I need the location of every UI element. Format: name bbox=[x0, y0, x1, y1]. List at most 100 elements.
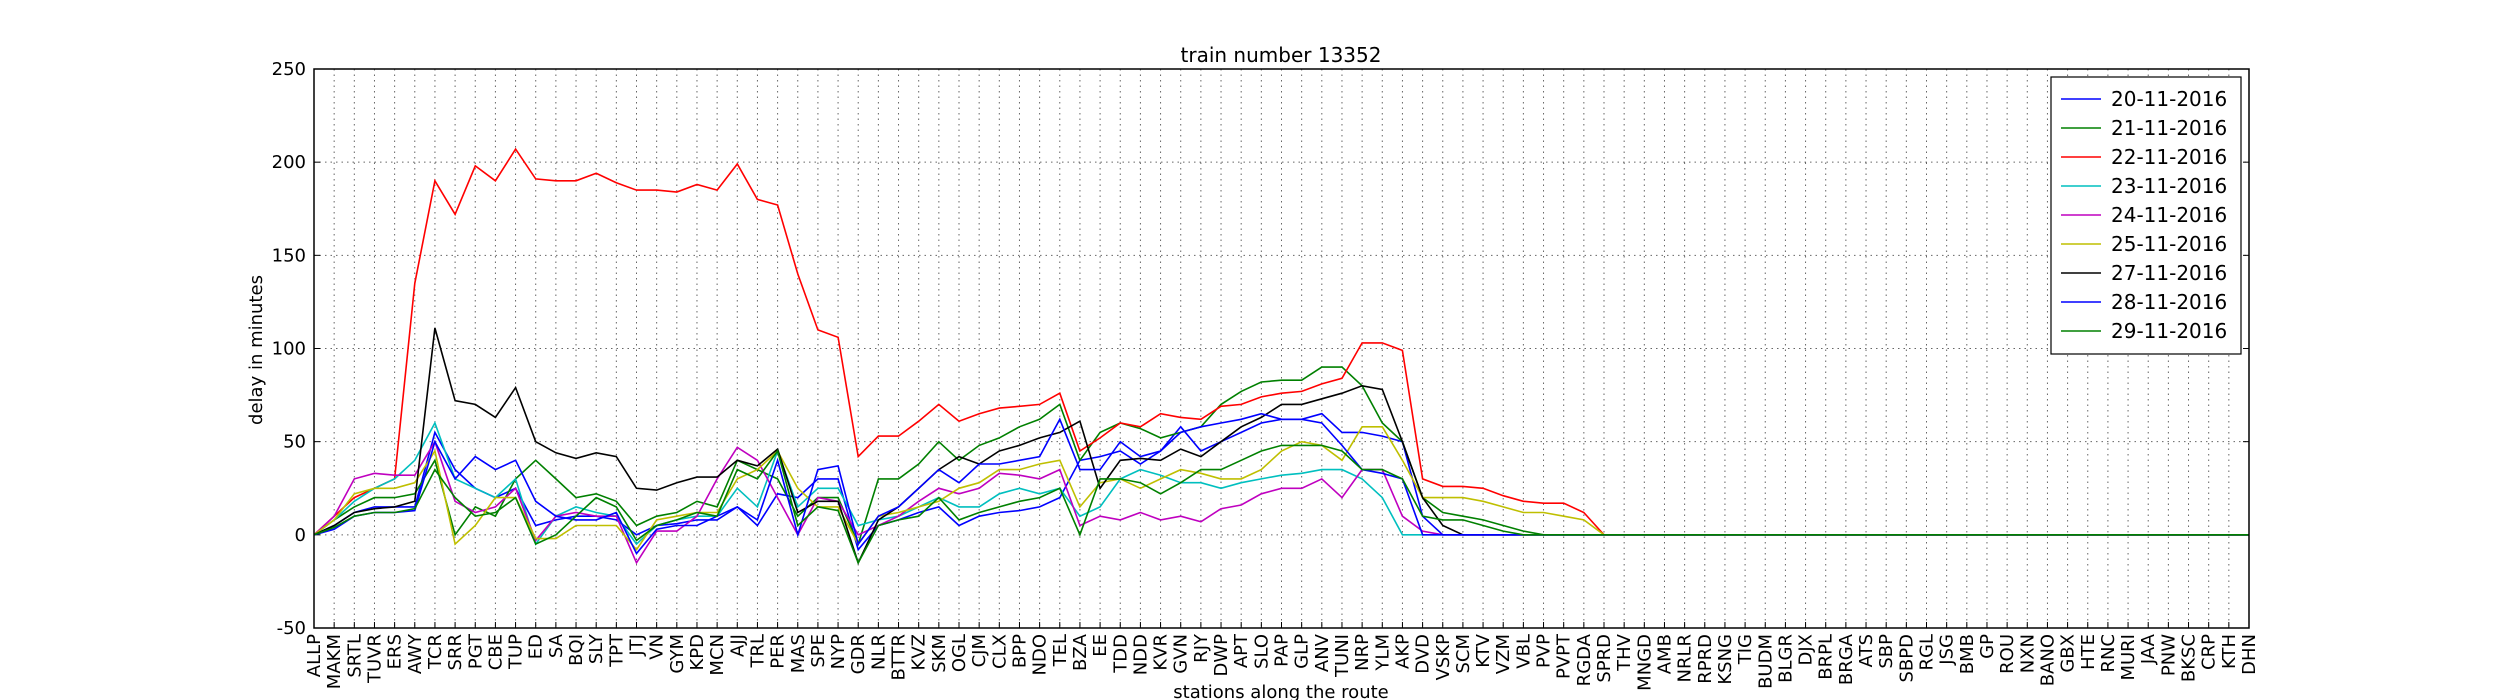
x-tick-label: BMB bbox=[1957, 634, 1978, 674]
x-tick-label: KSNG bbox=[1715, 634, 1736, 685]
y-tick-label: 150 bbox=[272, 245, 306, 266]
x-tick-label: SLY bbox=[586, 633, 607, 664]
x-tick-label: AMB bbox=[1654, 634, 1675, 674]
legend: 20-11-2016 21-11-2016 22-11-2016 23-11-2016… bbox=[2050, 76, 2242, 355]
x-tick-label: SCM bbox=[1453, 634, 1474, 674]
x-tick-label: TRL bbox=[747, 634, 768, 669]
x-tick-label: TIG bbox=[1735, 634, 1756, 665]
y-tick-label: 50 bbox=[283, 432, 306, 453]
x-tick-label: VZM bbox=[1493, 634, 1514, 674]
x-tick-label: BRGA bbox=[1836, 633, 1857, 685]
x-tick-label: BPP bbox=[1009, 634, 1030, 668]
x-tick-label: PNW bbox=[2158, 634, 2179, 676]
x-tick-label: PGT bbox=[465, 633, 486, 669]
x-tick-label: ATS bbox=[1856, 634, 1877, 667]
x-tick-label: GDR bbox=[848, 634, 869, 674]
x-tick-label: SRR bbox=[445, 634, 466, 670]
x-tick-label: BUDM bbox=[1755, 634, 1776, 689]
x-tick-label: BRPL bbox=[1816, 634, 1837, 680]
legend-label: 20-11-2016 bbox=[2111, 87, 2227, 111]
x-tick-label: NDD bbox=[1130, 634, 1151, 675]
x-tick-label: BLGR bbox=[1775, 634, 1796, 683]
x-tick-label: KPD bbox=[687, 634, 708, 671]
x-tick-label: GYM bbox=[667, 634, 688, 674]
legend-label: 23-11-2016 bbox=[2111, 174, 2227, 198]
y-tick-label: 200 bbox=[272, 152, 306, 173]
x-tick-label: TPT bbox=[606, 633, 627, 668]
x-tick-label: DHN bbox=[2239, 634, 2260, 675]
x-tick-label: BTTR bbox=[889, 634, 910, 681]
x-tick-label: KTV bbox=[1473, 633, 1494, 667]
x-tick-label: NXN bbox=[2017, 634, 2038, 673]
x-tick-label: ALLP bbox=[304, 634, 325, 677]
x-tick-label: BQI bbox=[566, 634, 587, 666]
x-tick-label: SLO bbox=[1251, 634, 1272, 669]
x-tick-label: EE bbox=[1090, 634, 1111, 657]
x-tick-label: RGDA bbox=[1574, 633, 1595, 686]
x-tick-label: KVZ bbox=[909, 634, 930, 670]
x-tick-label: TUNI bbox=[1332, 634, 1353, 678]
x-tick-label: MAKM bbox=[324, 634, 345, 689]
x-tick-label: DJX bbox=[1796, 634, 1817, 666]
x-tick-label: GBX bbox=[2058, 634, 2079, 673]
x-tick-label: AWY bbox=[405, 633, 426, 674]
x-tick-label: TDD bbox=[1110, 634, 1131, 674]
x-tick-label: HTE bbox=[2078, 634, 2099, 670]
y-axis-label: delay in minutes bbox=[246, 275, 267, 425]
x-tick-label: SPE bbox=[808, 634, 829, 668]
x-tick-label: TCR bbox=[425, 634, 446, 670]
x-tick-label: MURI bbox=[2118, 634, 2139, 681]
x-tick-label: RGL bbox=[1917, 634, 1938, 670]
x-tick-label: BANO bbox=[2037, 634, 2058, 686]
x-tick-label: ANV bbox=[1312, 633, 1333, 672]
x-tick-label: MAS bbox=[788, 634, 809, 673]
x-axis-label: stations along the route bbox=[1173, 682, 1388, 700]
x-tick-label: BZA bbox=[1070, 633, 1091, 671]
x-tick-label: SKM bbox=[929, 634, 950, 673]
x-tick-label: AKP bbox=[1392, 634, 1413, 669]
x-tick-label: OGL bbox=[949, 634, 970, 672]
x-tick-label: YLM bbox=[1372, 634, 1393, 672]
series-line bbox=[313, 412, 2249, 555]
x-tick-label: DVD bbox=[1413, 634, 1434, 674]
x-tick-label: SPRD bbox=[1594, 634, 1615, 683]
x-tick-label: NDO bbox=[1030, 634, 1051, 676]
x-tick-label: PVP bbox=[1534, 634, 1555, 668]
x-tick-label: APT bbox=[1231, 633, 1252, 668]
legend-label: 24-11-2016 bbox=[2111, 203, 2227, 227]
x-tick-label: GP bbox=[1977, 634, 1998, 659]
legend-label: 21-11-2016 bbox=[2111, 116, 2227, 140]
x-tick-label: CBE bbox=[485, 634, 506, 670]
y-tick-label: 100 bbox=[272, 339, 306, 360]
x-tick-label: BKSC bbox=[2179, 634, 2200, 682]
x-tick-label: PAP bbox=[1272, 634, 1293, 667]
plot-frame bbox=[313, 68, 2250, 629]
x-tick-label: JTJ bbox=[627, 634, 648, 657]
legend-label: 28-11-2016 bbox=[2111, 290, 2227, 314]
x-tick-label: NLR bbox=[868, 634, 889, 670]
x-tick-label: SBPD bbox=[1896, 634, 1917, 683]
x-tick-label: NRP bbox=[1352, 634, 1373, 671]
x-tick-label: PVPT bbox=[1554, 633, 1575, 679]
x-tick-label: RPRD bbox=[1695, 634, 1716, 684]
legend-label: 22-11-2016 bbox=[2111, 145, 2227, 169]
x-tick-label: VSKP bbox=[1433, 634, 1454, 681]
x-tick-label: VN bbox=[647, 634, 668, 660]
x-tick-label: DWP bbox=[1211, 634, 1232, 677]
y-tick-label: 250 bbox=[272, 59, 306, 80]
chart-title: train number 13352 bbox=[1181, 43, 1382, 67]
x-tick-label: MCN bbox=[707, 634, 728, 676]
legend-label: 29-11-2016 bbox=[2111, 319, 2227, 343]
x-tick-label: RJY bbox=[1191, 633, 1212, 663]
x-tick-label: VBL bbox=[1513, 634, 1534, 669]
x-tick-label: JAA bbox=[2138, 633, 2159, 665]
series-line bbox=[313, 444, 2249, 565]
x-tick-label: CLX bbox=[989, 634, 1010, 669]
legend-label: 27-11-2016 bbox=[2111, 261, 2227, 285]
x-tick-label: ED bbox=[526, 634, 547, 659]
x-tick-label: GVN bbox=[1171, 634, 1192, 674]
x-tick-label: CRP bbox=[2199, 634, 2220, 670]
x-tick-label: ERS bbox=[385, 634, 406, 669]
x-tick-label: KTH bbox=[2219, 634, 2240, 669]
